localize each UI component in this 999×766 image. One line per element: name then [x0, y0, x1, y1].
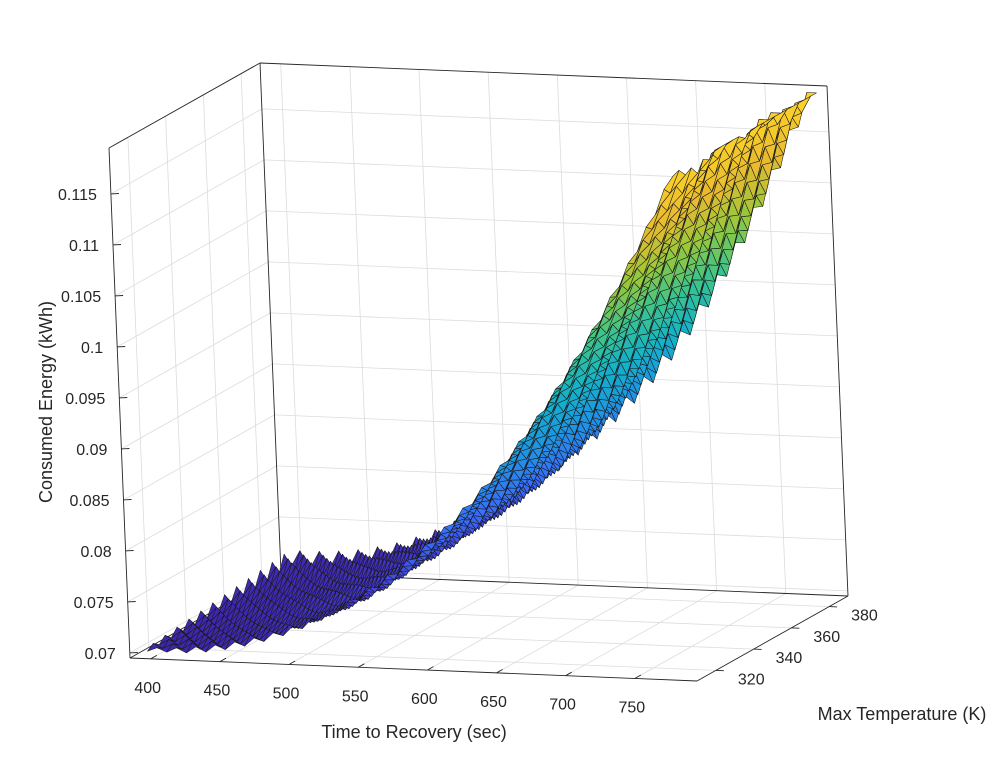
axes-box-edge: [696, 595, 849, 682]
floor-grid-line: [148, 647, 716, 671]
back-wall-grid-line: [268, 261, 836, 286]
y-tick-label: 320: [738, 671, 765, 688]
side-wall-grid-line: [123, 414, 275, 501]
x-tick: [427, 666, 434, 671]
x-tick: [634, 674, 642, 679]
back-wall-grid-line: [272, 363, 840, 388]
x-tick-label: 700: [549, 697, 576, 714]
floor-grid-line: [427, 584, 579, 671]
side-wall-grid-line: [129, 567, 281, 654]
axes-box-edge: [108, 62, 261, 149]
z-tick-label: 0.07: [85, 646, 116, 663]
z-tick-label: 0.08: [80, 544, 111, 561]
side-wall-grid-line: [119, 312, 271, 399]
side-wall-grid-line: [117, 261, 269, 348]
axes-box-edge: [108, 147, 131, 659]
tick-marks: [110, 193, 838, 679]
side-wall-grid-line: [121, 363, 273, 450]
floor-grid-line: [565, 590, 717, 677]
grid-lines: [110, 63, 848, 679]
back-wall-grid-line: [276, 465, 844, 490]
axes-box-edge: [826, 85, 849, 597]
x-tick-label: 450: [204, 683, 231, 700]
z-tick-label: 0.075: [74, 595, 114, 612]
x-tick: [219, 657, 227, 662]
floor-grid-line: [358, 581, 510, 668]
side-wall-grid-line: [127, 137, 150, 648]
side-wall-grid-line: [114, 210, 267, 297]
back-wall-grid-line: [349, 66, 372, 577]
side-wall-grid-line: [110, 108, 263, 195]
x-tick-label: 600: [411, 691, 438, 708]
z-tick-label: 0.11: [69, 238, 99, 255]
y-tick-label: 340: [776, 650, 803, 667]
side-wall-grid-line: [165, 116, 187, 627]
x-tick-label: 500: [273, 686, 300, 703]
back-wall-grid-line: [418, 69, 441, 580]
x-tick: [496, 669, 503, 674]
x-tick-label: 650: [480, 694, 507, 711]
x-tick-label: 400: [134, 680, 161, 697]
z-tick-label: 0.115: [58, 187, 97, 204]
energy-surface: [147, 92, 817, 654]
back-wall-grid-line: [261, 108, 829, 133]
back-wall-grid-line: [270, 312, 838, 337]
z-tick-label: 0.095: [65, 391, 105, 408]
side-wall-grid-line: [240, 73, 263, 584]
x-tick-label: 750: [618, 700, 645, 717]
axes-box-edge: [259, 62, 828, 87]
back-wall-grid-line: [280, 63, 303, 574]
side-wall-grid-line: [203, 94, 225, 605]
x-tick-labels: 400 450 500 550 600 650 700 750: [134, 680, 645, 717]
back-wall-grid-line: [278, 516, 846, 541]
z-tick-label: 0.085: [69, 493, 109, 510]
y-tick-label: 360: [813, 629, 840, 646]
side-wall-grid-line: [125, 465, 277, 552]
x-tick: [565, 671, 572, 677]
back-wall-grid-line: [695, 80, 717, 591]
surface-patch: [663, 170, 680, 194]
z-tick-label: 0.1: [81, 340, 103, 357]
z-tick-labels: 0.07 0.075 0.08 0.085 0.09 0.095 0.1 0.105 0.11 0…: [58, 187, 116, 663]
x-axis-label: Time to Recovery (sec): [321, 722, 506, 742]
y-tick-label: 380: [851, 608, 878, 625]
axes-box-edge: [129, 657, 698, 682]
back-wall-grid-line: [556, 75, 579, 586]
side-wall-grid-line: [112, 159, 265, 246]
x-tick: [288, 660, 296, 665]
x-tick: [150, 655, 158, 660]
x-tick-label: 550: [342, 688, 369, 705]
y-tick-labels: 320 340 360 380: [738, 608, 878, 689]
z-tick-label: 0.09: [76, 442, 107, 459]
axes-box-edge: [259, 62, 282, 574]
side-wall-grid-line: [127, 516, 279, 603]
floor-grid-line: [634, 593, 786, 679]
floor-grid-line: [496, 587, 648, 674]
z-axis-label: Consumed Energy (kWh): [36, 301, 56, 503]
floor-grid-line: [288, 579, 441, 665]
z-tick-label: 0.105: [61, 289, 101, 306]
y-axis-label: Max Temperature (K): [818, 704, 987, 724]
x-tick: [357, 663, 365, 668]
